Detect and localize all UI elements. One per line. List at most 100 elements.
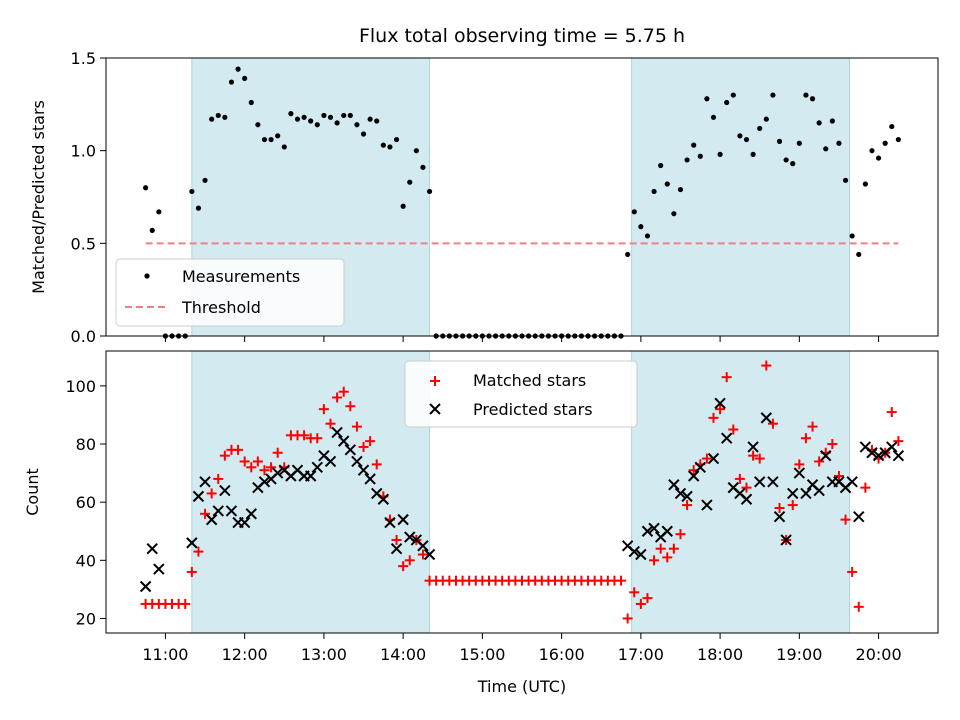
measurement-point-81 (677, 186, 684, 193)
measurement-point-95 (770, 92, 776, 98)
measurement-point-92 (750, 151, 756, 157)
measurement-point-18 (261, 136, 268, 143)
predicted-star-point-69 (813, 484, 825, 497)
matched-star-point-31 (345, 401, 356, 412)
matched-star-point-39 (398, 561, 409, 572)
measurement-point-35 (374, 118, 380, 124)
predicted-star-point-80 (886, 441, 898, 453)
matched-star-point-87 (715, 404, 726, 415)
predicted-star-point-24 (324, 455, 337, 468)
matched-star-point-96 (774, 502, 785, 513)
measurement-point-106 (842, 177, 849, 183)
measurement-point-10 (209, 116, 215, 122)
measurement-point-93 (757, 125, 763, 132)
measurement-point-78 (658, 162, 664, 169)
measurement-point-109 (862, 181, 868, 187)
x-tick-label: 20:00 (856, 645, 902, 664)
predicted-star-point-44 (648, 522, 660, 535)
predicted-star-point-2 (153, 563, 165, 575)
matched-star-point-29 (332, 392, 343, 403)
measurement-point-114 (895, 136, 901, 143)
measurement-point-94 (763, 116, 769, 122)
predicted-star-point-64 (780, 534, 792, 546)
matched-star-point-78 (655, 543, 666, 554)
measurement-point-11 (215, 112, 221, 119)
measurement-point-99 (796, 140, 802, 146)
measurement-point-40 (407, 179, 413, 185)
top-y-tick-label: 1.0 (71, 142, 96, 161)
matched-star-point-14 (233, 444, 244, 455)
measurement-point-98 (790, 161, 796, 167)
measurement-point-26 (314, 122, 320, 128)
x-tick-label: 12:00 (222, 645, 268, 664)
predicted-star-point-49 (681, 490, 693, 503)
measurement-point-91 (743, 136, 750, 143)
matched-star-point-19 (266, 462, 277, 473)
predicted-star-point-53 (707, 452, 720, 465)
predicted-star-point-65 (787, 487, 799, 500)
bottom-y-tick-label: 20 (76, 609, 96, 628)
predicted-star-point-60 (754, 476, 766, 488)
predicted-star-point-70 (820, 449, 832, 462)
matched-star-point-7 (186, 566, 197, 577)
bottom-y-axis-label: Count (23, 468, 42, 516)
predicted-star-point-77 (866, 447, 878, 459)
predicted-star-point-41 (628, 545, 640, 558)
matched-star-point-92 (748, 450, 759, 461)
predicted-star-point-63 (773, 511, 786, 523)
legend-measurements-marker (144, 273, 150, 279)
measurement-point-105 (836, 140, 842, 146)
matched-star-point-17 (252, 456, 263, 467)
measurement-point-22 (288, 111, 294, 117)
top-y-tick-label: 0.5 (71, 234, 96, 253)
matched-star-point-93 (754, 453, 765, 464)
top-x-axis-ticks (164, 336, 880, 342)
matched-star-point-109 (860, 482, 871, 493)
predicted-star-point-67 (800, 487, 812, 500)
predicted-star-point-47 (668, 479, 680, 491)
matched-star-point-38 (391, 534, 402, 545)
x-tick-label: 15:00 (459, 645, 505, 664)
legend-matched-marker (430, 376, 440, 386)
top-legend: Measurements Threshold (115, 258, 345, 327)
matched-star-point-72 (616, 575, 627, 586)
measurement-point-77 (651, 188, 657, 195)
measurement-point-34 (367, 116, 373, 122)
measurement-point-21 (281, 144, 287, 150)
measurement-point-27 (321, 112, 327, 119)
measurement-point-79 (664, 181, 670, 187)
x-tick-label: 17:00 (618, 645, 664, 664)
matched-star-point-8 (193, 546, 204, 557)
predicted-star-point-46 (661, 525, 673, 537)
matched-star-point-34 (365, 436, 376, 447)
matched-star-point-86 (708, 412, 719, 423)
x-tick-label: 14:00 (380, 645, 426, 664)
predicted-star-point-30 (364, 473, 376, 485)
predicted-star-point-36 (404, 531, 416, 543)
measurement-point-36 (380, 142, 386, 148)
predicted-star-point-33 (384, 516, 396, 529)
predicted-star-point-6 (205, 513, 218, 526)
matched-star-point-15 (239, 456, 250, 467)
predicted-star-point-25 (331, 426, 343, 439)
measurement-point-12 (222, 114, 228, 120)
legend-matched-label: Matched stars (473, 371, 586, 390)
measurement-point-113 (889, 123, 895, 130)
matched-star-point-99 (794, 459, 805, 470)
matched-star-point-113 (886, 407, 897, 418)
bottom-y-tick-label: 40 (76, 551, 96, 570)
matched-star-point-107 (847, 566, 858, 577)
predicted-star-point-21 (304, 470, 317, 482)
matched-star-point-12 (219, 450, 230, 461)
measurement-point-13 (228, 79, 235, 85)
measurement-point-104 (829, 118, 835, 124)
predicted-star-point-28 (351, 455, 363, 468)
matched-star-point-30 (338, 386, 349, 397)
predicted-star-point-29 (357, 464, 370, 476)
measurement-point-1 (149, 227, 155, 233)
top-y-tick-label: 0.0 (71, 327, 96, 346)
top-y-tick-label: 1.5 (71, 49, 96, 68)
matched-star-point-32 (351, 421, 362, 432)
matched-star-point-104 (827, 439, 838, 450)
